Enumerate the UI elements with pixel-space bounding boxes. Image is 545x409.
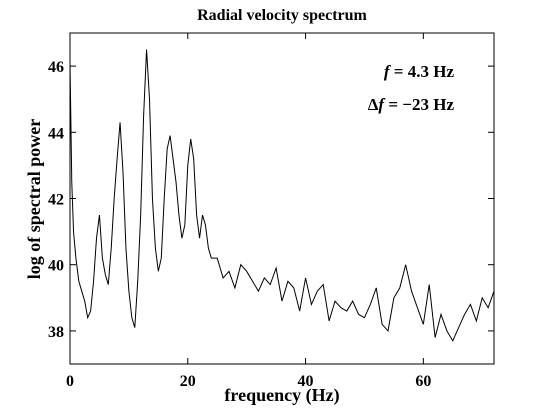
x-tick-label: 60 — [415, 373, 431, 390]
x-tick-label: 0 — [66, 373, 74, 390]
x-axis: 0 20 40 60 — [66, 33, 431, 390]
plot-frame — [69, 32, 495, 365]
y-axis: 38 40 42 44 46 — [48, 59, 494, 341]
x-axis-label: frequency (Hz) — [224, 385, 339, 406]
y-tick-label: 42 — [48, 192, 64, 209]
y-tick-label: 38 — [48, 324, 64, 341]
chart-title: Radial velocity spectrum — [197, 7, 367, 24]
annotation-frequency: f = 4.3 Hz — [384, 62, 455, 81]
y-tick-label: 40 — [48, 258, 64, 275]
x-tick-label: 40 — [298, 373, 314, 390]
series-line — [69, 49, 495, 342]
y-tick-label: 46 — [48, 59, 64, 76]
x-tick-label: 20 — [180, 373, 196, 390]
y-tick-label: 44 — [48, 125, 64, 142]
annotation-delta-frequency: Δf = −23 Hz — [368, 95, 455, 114]
y-axis-label: log of spectral power — [24, 119, 44, 279]
